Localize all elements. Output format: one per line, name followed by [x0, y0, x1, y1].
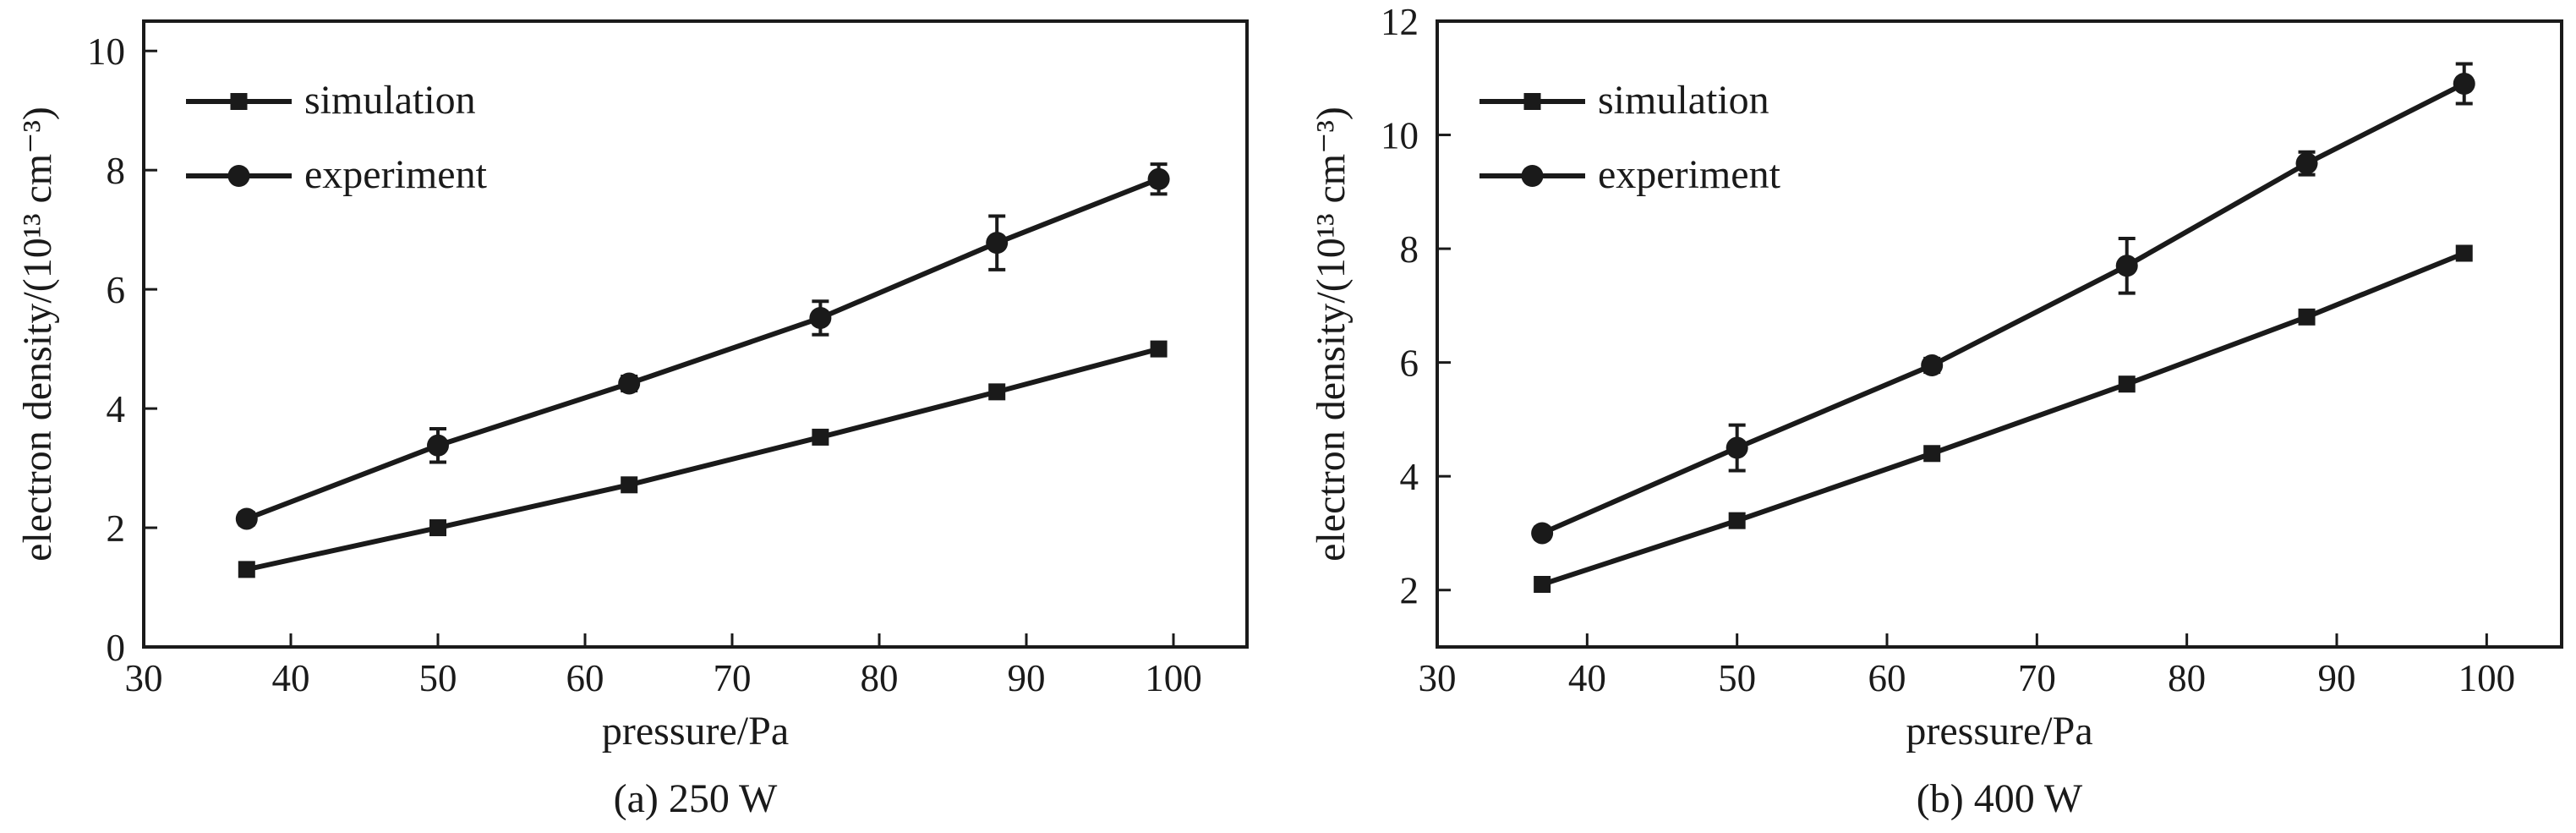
data-point-square: [1150, 340, 1168, 358]
y-tick-label: 8: [107, 150, 126, 192]
x-tick-label: 90: [1008, 657, 1046, 699]
legend: simulation experiment: [186, 78, 488, 197]
series-line: [1541, 250, 2465, 587]
legend-label: simulation: [1598, 78, 1769, 123]
y-tick-label: 8: [1400, 228, 1419, 271]
series-line: [246, 346, 1160, 573]
y-tick-label: 4: [1400, 456, 1419, 498]
data-point-circle: [1726, 436, 1748, 459]
data-point-square: [2298, 308, 2316, 326]
x-tick-label: 60: [566, 657, 604, 699]
panel-caption: (b) 400 W: [1917, 776, 2083, 821]
data-point-circle: [2115, 255, 2138, 277]
y-tick-label: 10: [1381, 115, 1419, 157]
x-tick-label: 50: [1718, 657, 1756, 699]
legend-marker-circle: [1521, 165, 1544, 187]
y-tick-label: 10: [87, 30, 125, 73]
data-point-square: [1728, 512, 1746, 529]
x-tick-label: 40: [272, 657, 310, 699]
y-tick-label: 2: [107, 507, 126, 550]
panel-b: 30 40 50 60 70 80 90 100 2 4 6 8 10 12 pressure/Pa elec…: [1309, 1, 2563, 821]
data-point-square: [988, 383, 1006, 401]
data-point-square: [812, 428, 829, 446]
data-point-circle: [235, 507, 258, 530]
y-tick-label: 6: [1400, 343, 1419, 385]
y-axis-title: electron density/(10¹³ cm⁻³): [1309, 107, 1354, 562]
x-tick-label: 60: [1868, 657, 1906, 699]
data-point-circle: [986, 232, 1009, 255]
data-point-circle: [2295, 152, 2318, 175]
series-experiment: [1531, 62, 2475, 545]
y-tick-label: 0: [107, 627, 126, 669]
y-tick-label: 2: [1400, 570, 1419, 612]
legend-marker-square: [230, 93, 248, 110]
x-tick-label: 70: [714, 657, 752, 699]
series-line: [245, 176, 1160, 522]
x-tick-label: 90: [2318, 657, 2356, 699]
y-axis-title: electron density/(10¹³ cm⁻³): [15, 107, 60, 562]
legend-label: experiment: [1598, 152, 1781, 197]
data-point-circle: [1531, 522, 1554, 545]
x-tick-label: 70: [2018, 657, 2056, 699]
x-tick-label: 80: [861, 657, 899, 699]
panel-caption: (a) 250 W: [614, 776, 778, 821]
data-point-circle: [618, 372, 641, 395]
x-tick-label: 100: [2458, 657, 2516, 699]
panel-a: 30 40 50 60 70 80 90 100 0 2 4 6 8 10 pressure/Pa elect…: [15, 19, 1249, 821]
data-point-square: [1534, 576, 1551, 593]
data-point-square: [621, 476, 638, 494]
data-point-square: [238, 561, 255, 578]
data-point-square: [1923, 445, 1941, 463]
data-point-circle: [809, 306, 832, 329]
data-point-circle: [427, 434, 449, 457]
legend-marker-circle: [227, 165, 250, 187]
x-tick-label: 50: [419, 657, 457, 699]
legend: simulation experiment: [1479, 78, 1781, 197]
x-tick-label: 30: [125, 657, 163, 699]
data-point-square: [2118, 375, 2136, 393]
x-tick-label: 30: [1419, 657, 1457, 699]
y-tick-label: 4: [107, 388, 126, 430]
y-tick-label: 6: [107, 269, 126, 311]
series-simulation: [238, 340, 1168, 578]
legend-label: experiment: [304, 152, 488, 197]
series-simulation: [1534, 244, 2473, 593]
data-point-circle: [1147, 167, 1170, 190]
x-axis-title: pressure/Pa: [1906, 709, 2092, 754]
series-line: [1540, 81, 2466, 536]
data-point-circle: [1921, 354, 1944, 376]
plot-frame: [142, 19, 1249, 649]
x-tick-label: 40: [1568, 657, 1606, 699]
y-tick-label: 12: [1381, 1, 1419, 43]
x-axis-title: pressure/Pa: [602, 709, 789, 754]
data-point-square: [429, 519, 446, 537]
data-point-square: [2455, 244, 2473, 262]
series-experiment: [235, 162, 1170, 530]
x-tick-label: 80: [2168, 657, 2206, 699]
data-point-circle: [2453, 73, 2475, 95]
legend-label: simulation: [304, 78, 476, 123]
legend-marker-square: [1523, 93, 1541, 110]
plot-frame: [1436, 19, 2563, 649]
x-tick-label: 100: [1145, 657, 1202, 699]
